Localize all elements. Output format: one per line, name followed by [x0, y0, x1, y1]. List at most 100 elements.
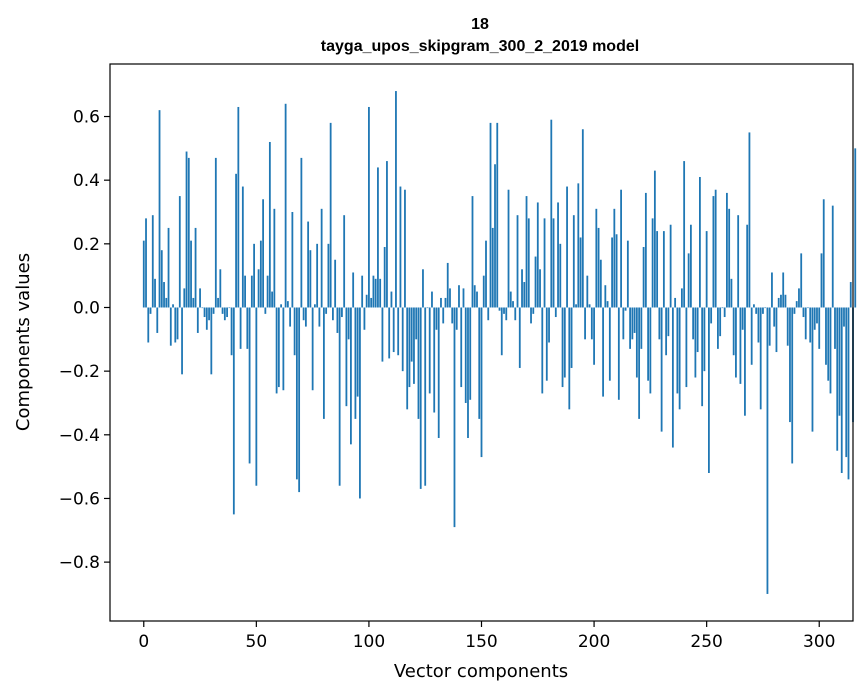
bar [455, 307, 458, 330]
bar [649, 307, 652, 394]
bar [230, 307, 233, 356]
bar [392, 307, 395, 353]
bar [453, 307, 456, 528]
bar [165, 297, 168, 308]
bar [561, 307, 564, 388]
bar [352, 272, 355, 308]
bar [674, 297, 677, 308]
bar [485, 240, 487, 308]
bar [232, 307, 235, 515]
bar [316, 243, 319, 308]
bar [482, 275, 485, 308]
bar [363, 307, 366, 330]
bar [174, 307, 177, 343]
bar [280, 304, 283, 308]
bar [322, 307, 325, 419]
bar [795, 301, 798, 308]
bar [500, 307, 503, 356]
bar [635, 307, 638, 378]
bar [156, 307, 159, 333]
bar [775, 307, 778, 353]
bar [386, 161, 388, 308]
bar [449, 288, 451, 308]
bar [762, 307, 764, 314]
bar [802, 307, 805, 318]
bar [766, 307, 769, 594]
bar [552, 218, 555, 308]
bar [253, 243, 255, 308]
bar [676, 307, 679, 394]
bar [300, 157, 303, 308]
bar [753, 304, 755, 308]
bar [329, 122, 332, 308]
bar [241, 186, 244, 308]
bar [786, 307, 789, 346]
bar [624, 307, 627, 311]
bar [726, 192, 728, 308]
bar [359, 307, 361, 499]
bar [694, 307, 697, 378]
x-axis-label: Vector components [394, 661, 568, 682]
bar [250, 275, 253, 308]
bar [503, 307, 505, 314]
bar [469, 307, 472, 400]
bar [167, 227, 170, 308]
bar [543, 218, 546, 308]
bar [293, 307, 296, 356]
bar [208, 307, 210, 321]
bar [458, 285, 460, 308]
bar [692, 307, 695, 340]
bar [404, 189, 406, 308]
bar [723, 307, 726, 318]
y-axis-label: Components values [13, 253, 34, 431]
bar [595, 208, 598, 308]
chart-title-model: tayga_upos_skipgram_300_2_2019 model [321, 38, 639, 55]
bar [419, 307, 422, 489]
bar [662, 231, 665, 308]
bar [741, 307, 744, 330]
bar [176, 307, 179, 340]
x-tick-label: 200 [578, 632, 610, 652]
bar [703, 307, 706, 372]
bar [212, 307, 215, 314]
bar [559, 243, 562, 308]
bar [739, 307, 742, 384]
bar [271, 291, 274, 308]
bar [764, 307, 767, 309]
bar [214, 157, 217, 308]
bar [201, 307, 204, 309]
bar [284, 103, 287, 308]
bar [160, 250, 163, 308]
bar [680, 288, 683, 308]
bar [545, 307, 548, 381]
bar [370, 297, 373, 308]
bar [437, 307, 440, 438]
bar [647, 307, 650, 381]
bar [699, 176, 701, 308]
bar [295, 307, 298, 480]
bar [372, 275, 375, 308]
bar [617, 307, 620, 400]
bar [467, 307, 469, 438]
bar [527, 218, 530, 308]
bar [383, 247, 386, 308]
bar [347, 307, 350, 340]
bar [226, 307, 228, 318]
bar [244, 275, 246, 308]
bar [505, 307, 508, 321]
bar [825, 307, 827, 365]
bar [154, 278, 156, 308]
bar [572, 215, 575, 308]
bar [415, 307, 418, 340]
bar [413, 307, 415, 384]
bar [755, 307, 758, 314]
bar [523, 282, 526, 308]
bar [291, 212, 294, 308]
bar [462, 288, 465, 308]
bar [185, 151, 188, 308]
bar [789, 307, 791, 423]
bar [196, 307, 199, 333]
bar [509, 291, 512, 308]
bar [273, 208, 276, 308]
bar [327, 243, 330, 308]
